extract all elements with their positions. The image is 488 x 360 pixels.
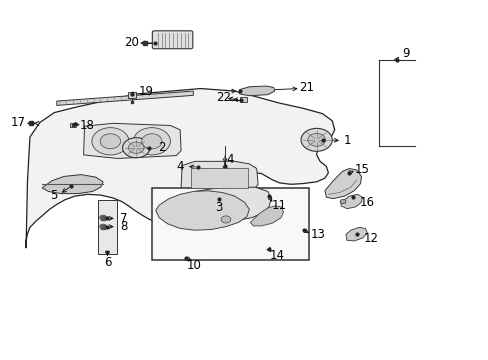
- Circle shape: [122, 138, 150, 158]
- Text: 19: 19: [138, 85, 153, 98]
- Bar: [190, 168, 248, 188]
- Text: 2: 2: [158, 141, 165, 154]
- Circle shape: [339, 199, 345, 204]
- Text: 16: 16: [359, 196, 374, 209]
- Bar: [152, 188, 308, 260]
- Text: 9: 9: [402, 47, 409, 60]
- Polygon shape: [239, 86, 274, 96]
- Circle shape: [221, 216, 230, 223]
- Text: 18: 18: [80, 119, 95, 132]
- Text: 4: 4: [176, 160, 183, 173]
- Circle shape: [133, 128, 170, 155]
- Text: 7: 7: [120, 212, 127, 225]
- Text: 21: 21: [299, 81, 314, 94]
- Text: 1: 1: [344, 134, 351, 147]
- Polygon shape: [83, 123, 181, 158]
- Polygon shape: [57, 91, 193, 105]
- Circle shape: [92, 128, 129, 155]
- Bar: [98, 201, 117, 253]
- Polygon shape: [250, 206, 283, 226]
- Polygon shape: [26, 89, 334, 248]
- Circle shape: [128, 142, 144, 153]
- Text: 3: 3: [215, 202, 223, 215]
- Polygon shape: [181, 161, 258, 194]
- Text: 11: 11: [271, 199, 286, 212]
- Text: 12: 12: [363, 232, 378, 245]
- Polygon shape: [345, 227, 366, 241]
- Text: 15: 15: [354, 163, 369, 176]
- Circle shape: [100, 215, 106, 220]
- Circle shape: [100, 134, 121, 149]
- Circle shape: [301, 129, 331, 151]
- Text: 5: 5: [50, 189, 57, 202]
- Polygon shape: [340, 194, 362, 209]
- Bar: [239, 97, 247, 102]
- Text: 6: 6: [103, 256, 111, 269]
- Text: 20: 20: [123, 36, 139, 49]
- Bar: [128, 93, 136, 98]
- Text: 4: 4: [225, 153, 233, 166]
- Polygon shape: [156, 191, 249, 230]
- Text: 17: 17: [11, 116, 26, 129]
- Circle shape: [307, 134, 325, 146]
- Bar: [70, 123, 76, 127]
- Circle shape: [142, 134, 162, 149]
- Text: 13: 13: [309, 228, 325, 241]
- FancyBboxPatch shape: [152, 31, 192, 49]
- Circle shape: [100, 224, 106, 229]
- Polygon shape: [42, 175, 103, 194]
- Text: 8: 8: [120, 220, 127, 233]
- Text: 14: 14: [269, 249, 285, 262]
- Text: 22: 22: [216, 91, 231, 104]
- Polygon shape: [191, 187, 271, 221]
- Polygon shape: [325, 168, 361, 199]
- Text: 10: 10: [186, 259, 201, 272]
